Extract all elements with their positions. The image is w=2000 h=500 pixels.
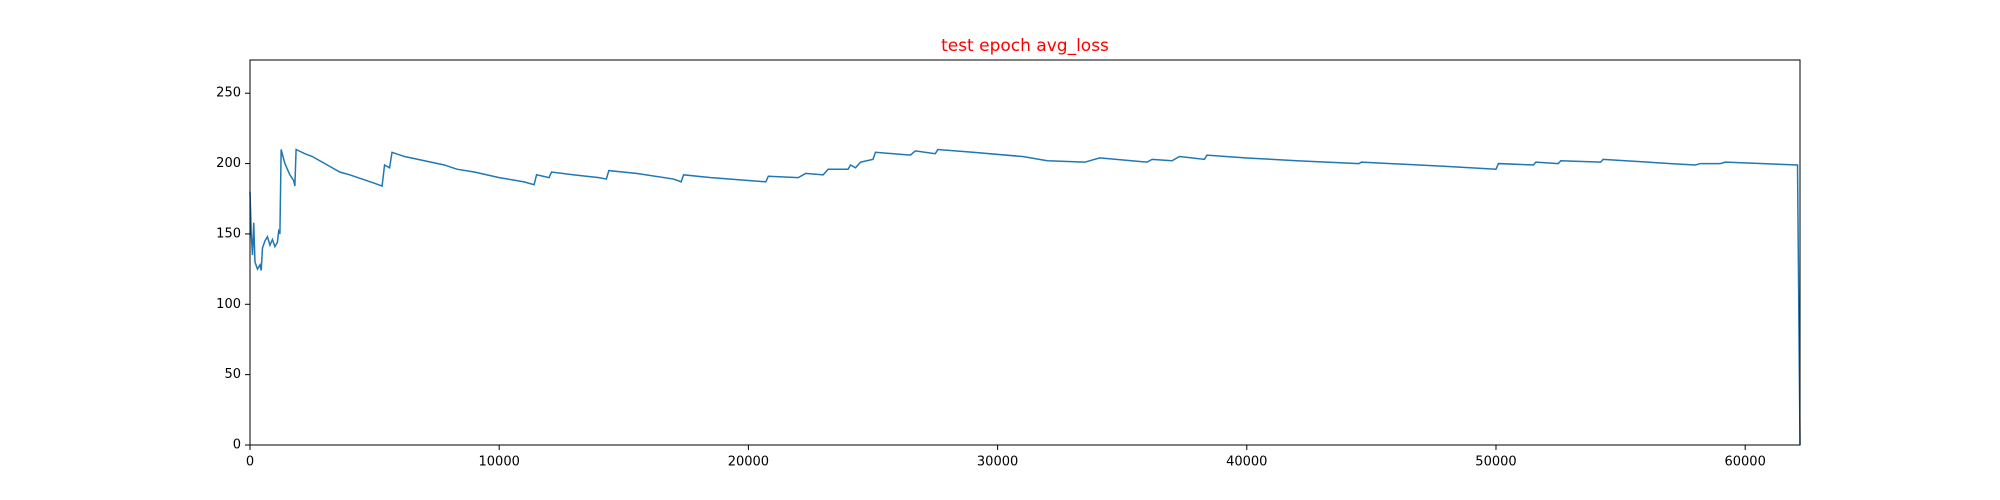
y-tick-label: 0	[233, 438, 241, 453]
y-tick-label: 250	[216, 86, 241, 101]
chart-title: test epoch avg_loss	[941, 36, 1109, 56]
plot-frame	[249, 59, 1801, 446]
y-tick-label: 100	[216, 297, 241, 312]
y-tick-label: 150	[216, 226, 241, 241]
x-tick-label: 50000	[1475, 455, 1516, 470]
x-tick-label: 10000	[479, 455, 520, 470]
x-tick-label: 0	[246, 455, 254, 470]
y-tick-label: 200	[216, 156, 241, 171]
x-tick-label: 30000	[977, 455, 1018, 470]
x-tick-label: 20000	[728, 455, 769, 470]
x-tick-label: 40000	[1226, 455, 1267, 470]
y-tick-label: 50	[224, 367, 241, 382]
x-tick-label: 60000	[1724, 455, 1765, 470]
data-line	[249, 148, 1801, 446]
